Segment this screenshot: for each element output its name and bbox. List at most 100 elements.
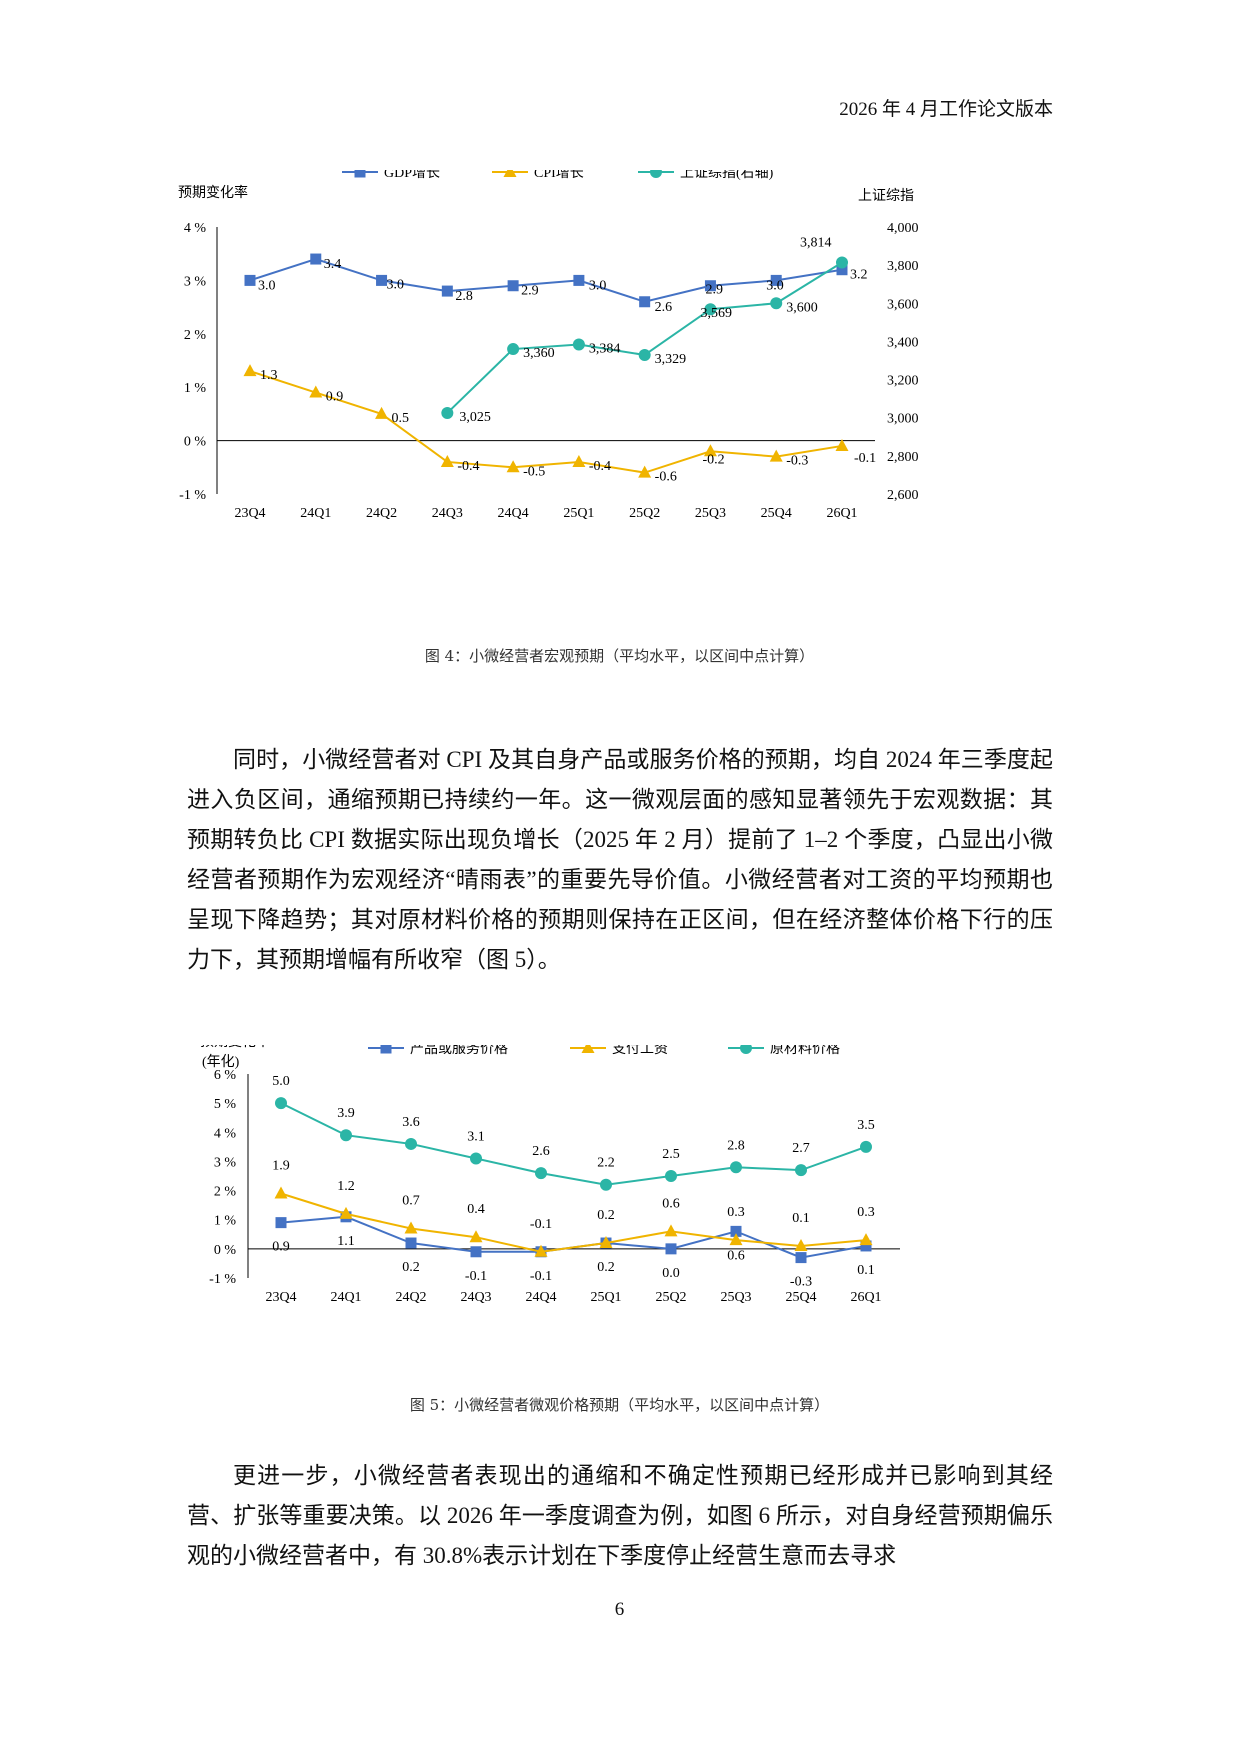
series-3-line [280, 1102, 867, 1186]
series-1-data-label: 0.0 [662, 1266, 680, 1281]
x-tick-label: 25Q3 [720, 1290, 751, 1305]
series-1-data-label: 2.9 [705, 283, 723, 298]
series-2-data-label: 0.3 [857, 1205, 875, 1220]
series-3-point [704, 303, 717, 316]
series-2-point [572, 454, 586, 467]
series-1-data-label: -0.1 [465, 1269, 487, 1284]
series-2-point [729, 1233, 743, 1246]
series-2-data-label: 0.1 [792, 1211, 810, 1226]
series-2-data-label: -0.1 [854, 451, 876, 466]
series-2-data-label: 0.4 [467, 1202, 485, 1217]
series-3-data-label: 3.1 [467, 1130, 485, 1145]
x-tick-label: 24Q2 [395, 1290, 426, 1305]
series-3-data-label: 3,814 [800, 235, 832, 250]
series-1-point [376, 274, 388, 286]
series-3-data-label: 3.5 [857, 1118, 875, 1133]
x-tick-label: 24Q1 [300, 506, 331, 521]
series-3-point [535, 1167, 547, 1180]
y-axis-sublabel: (年化) [202, 1054, 240, 1070]
series-1-data-label: -0.1 [530, 1269, 552, 1284]
legend-marker [740, 1045, 752, 1054]
figure-5-caption: 图 5：小微经营者微观价格预期（平均水平，以区间中点计算） [409, 1396, 830, 1414]
series-2-point [534, 1244, 548, 1257]
x-tick-label: 26Q1 [850, 1290, 881, 1305]
series-1-point [730, 1225, 742, 1237]
series-2-point [309, 385, 323, 398]
x-tick-label: 25Q3 [695, 506, 726, 521]
series-3-data-label: 2.5 [662, 1147, 680, 1162]
y-tick: 5 % [214, 1097, 237, 1112]
y-tick: 3 % [214, 1155, 237, 1170]
legend-marker [354, 170, 366, 178]
series-3-point [860, 1140, 872, 1153]
y-tick-left: 1 % [184, 381, 207, 396]
x-tick-label: 23Q4 [234, 506, 265, 521]
series-2-data-label: 0.5 [392, 411, 410, 426]
series-1-point [639, 296, 651, 308]
series-2-point [339, 1206, 353, 1219]
x-tick-label: 24Q3 [432, 506, 463, 521]
series-3-data-label: 3,329 [655, 352, 687, 367]
series-1-point [836, 264, 848, 276]
x-tick-label: 26Q1 [826, 506, 857, 521]
figure-5-chart: 预期变化率 (年化) -1 % 0 % 1 % 2 % 3 % 4 % 5 % 6 % 23Q4 24… [200, 1045, 900, 1305]
series-3-point [836, 256, 848, 269]
series-3-data-label: 3.6 [402, 1115, 420, 1130]
series-2-point [375, 406, 389, 419]
series-2-point [440, 454, 454, 467]
legend-marker [650, 170, 662, 178]
series-2-point [506, 460, 520, 473]
series-1-point [507, 280, 519, 292]
series-3-point [638, 348, 651, 361]
legend-label: 上证综指(右轴) [680, 170, 774, 181]
legend-marker [581, 1045, 595, 1053]
series-3-point [340, 1129, 352, 1142]
series-1-point [665, 1243, 677, 1255]
series-2-point [638, 465, 652, 478]
series-1-data-label: 3.0 [387, 277, 405, 292]
page-number: 6 [614, 1599, 625, 1620]
series-1-data-label: 3.0 [766, 278, 784, 293]
series-2-data-label: -0.3 [786, 454, 808, 469]
series-3-data-label: 3,360 [523, 346, 555, 361]
series-1-data-label: 0.9 [272, 1240, 290, 1255]
series-2-data-label: -0.6 [655, 470, 677, 485]
x-tick-label: 25Q2 [655, 1290, 686, 1305]
series-2-point [599, 1236, 613, 1249]
x-tick-label: 24Q4 [498, 506, 529, 521]
y-tick-left: 2 % [184, 328, 207, 343]
series-2-point [274, 1186, 288, 1199]
y-tick-left: -1 % [179, 488, 206, 503]
series-3-point [507, 343, 520, 356]
series-1-point [405, 1237, 417, 1249]
series-1-data-label: 3.0 [589, 278, 607, 293]
series-1-point [441, 285, 453, 297]
series-1-data-label: 0.6 [727, 1248, 745, 1263]
series-2-data-label: -0.4 [589, 459, 611, 474]
series-3-point [770, 297, 783, 310]
body-paragraph-2: 更进一步，小微经营者表现出的通缩和不确定性预期已经形成并已影响到其经营、扩张等重… [187, 1463, 1053, 1568]
y-tick: 2 % [214, 1185, 237, 1200]
x-tick-label: 23Q4 [265, 1290, 296, 1305]
y-tick: 4 % [214, 1126, 237, 1141]
y-tick-right: 2,600 [887, 488, 919, 503]
series-1-point [275, 1217, 287, 1229]
y-axis-label: 预期变化率 [200, 1045, 270, 1050]
y-tick-right: 4,000 [887, 221, 919, 236]
series-2-line [249, 370, 843, 474]
series-1-data-label: 1.1 [337, 1234, 355, 1249]
series-1-data-label: 2.9 [521, 284, 539, 299]
series-2-point [769, 449, 783, 462]
series-3-point [275, 1097, 287, 1110]
y-tick: -1 % [209, 1272, 236, 1287]
legend-label: 产品或服务价格 [410, 1045, 508, 1057]
series-3-point [405, 1137, 417, 1150]
y-tick-left: 0 % [184, 435, 207, 450]
y-axis-left-label: 预期变化率 [178, 184, 248, 201]
series-2-data-label: -0.2 [702, 452, 724, 467]
y-tick: 6 % [214, 1068, 237, 1083]
series-3-point [665, 1170, 677, 1182]
series-3-data-label: 3.9 [337, 1106, 355, 1121]
x-tick-label: 24Q1 [330, 1290, 361, 1305]
series-2-point [469, 1230, 483, 1243]
